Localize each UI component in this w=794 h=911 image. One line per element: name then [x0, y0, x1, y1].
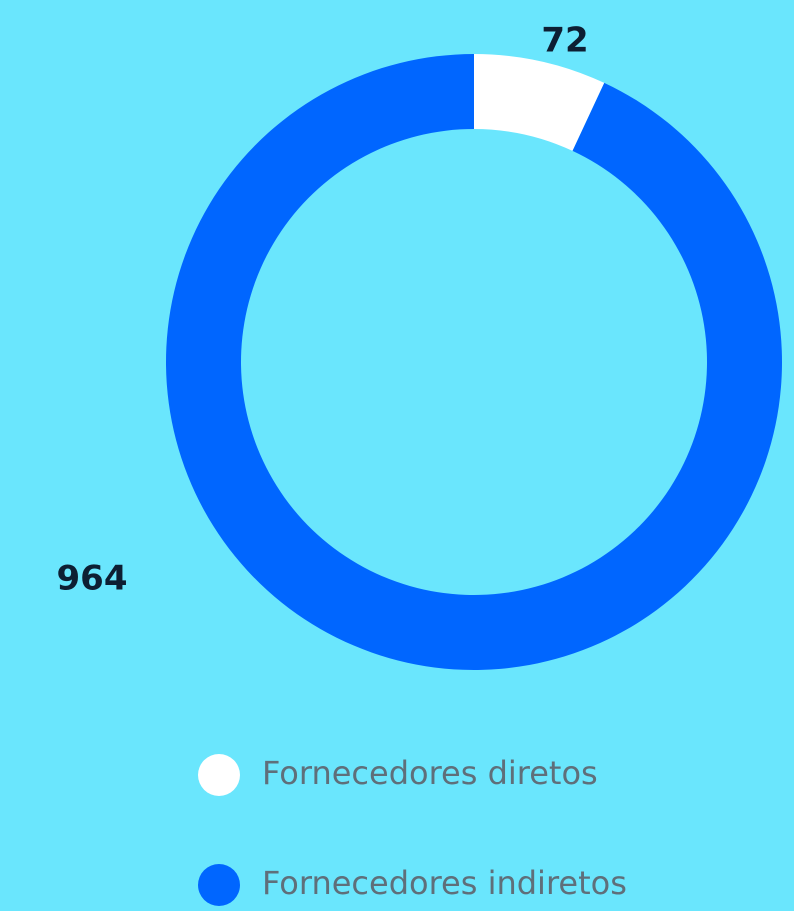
legend-swatch	[198, 754, 240, 796]
donut-segment	[474, 54, 605, 151]
value-label: 964	[57, 559, 128, 599]
legend-swatch	[198, 864, 240, 906]
legend-label: Fornecedores diretos	[262, 754, 598, 792]
value-label: 72	[541, 21, 588, 61]
donut-segment	[166, 54, 783, 671]
legend-label: Fornecedores indiretos	[262, 864, 627, 902]
